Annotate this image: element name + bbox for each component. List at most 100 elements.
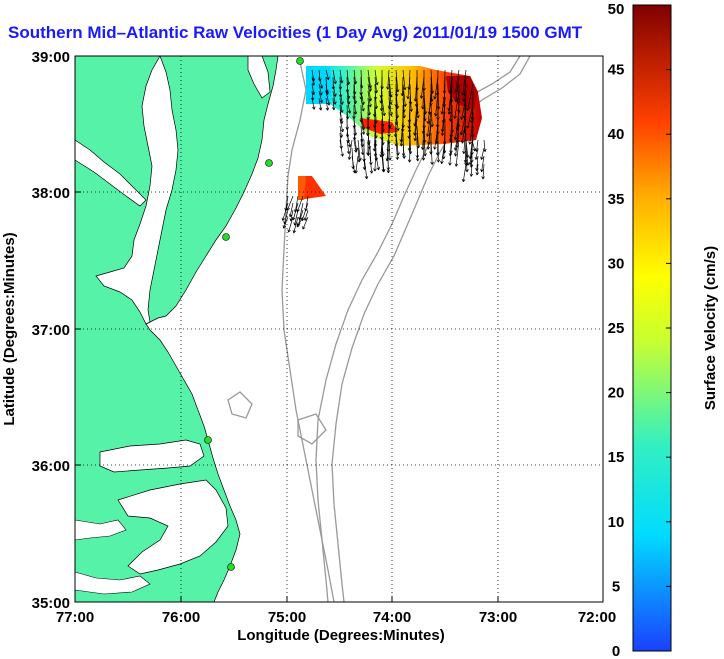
- chesapeake-bay: [95, 56, 179, 325]
- velocity-arrow: [448, 139, 453, 166]
- colorbar-tick-label: 50: [608, 1, 625, 18]
- velocity-arrow: [419, 76, 425, 99]
- velocity-arrow: [375, 155, 380, 171]
- velocity-arrow: [475, 163, 479, 176]
- colorbar-tick-label: 40: [608, 126, 625, 143]
- velocity-arrow: [287, 216, 294, 233]
- velocity-arrow: [453, 111, 460, 141]
- velocity-arrow: [447, 90, 453, 115]
- velocity-arrow: [454, 76, 460, 103]
- velocity-arrow: [434, 90, 439, 117]
- velocity-arrow: [433, 125, 439, 150]
- velocity-arrow: [318, 76, 324, 89]
- velocity-arrow: [346, 97, 352, 114]
- velocity-arrow: [471, 139, 477, 152]
- velocity-arrow: [366, 139, 371, 156]
- colorbar-tick-label: 5: [612, 578, 620, 595]
- radar-site-marker: [204, 436, 212, 444]
- velocity-arrow: [301, 202, 309, 222]
- neuse-river: [75, 571, 151, 595]
- velocity-arrow: [426, 125, 432, 150]
- velocity-arrow: [436, 139, 441, 163]
- velocity-arrow: [325, 69, 330, 80]
- velocity-arrow: [461, 69, 467, 96]
- colorbar-tick-label: 30: [608, 255, 625, 272]
- velocity-arrow: [461, 163, 467, 183]
- velocity-arrow: [407, 139, 412, 163]
- x-tick-label: 75:00: [268, 609, 306, 626]
- velocity-arrow: [363, 155, 369, 180]
- velocity-arrow: [339, 69, 344, 84]
- velocity-arrow: [415, 139, 420, 162]
- velocity-arrow: [360, 97, 365, 112]
- velocity-arrow: [292, 202, 299, 221]
- velocity-arrow: [468, 118, 474, 145]
- y-tick-label: 35:00: [32, 595, 70, 612]
- velocity-arrow: [346, 132, 352, 148]
- velocity-arrow: [369, 155, 374, 174]
- velocity-arrow: [325, 97, 330, 111]
- y-tick-label: 38:00: [32, 185, 70, 202]
- velocity-arrow: [347, 139, 353, 160]
- x-tick-label: 74:00: [373, 609, 411, 626]
- velocity-arrow: [339, 139, 344, 157]
- pamlico-sound: [117, 479, 229, 575]
- velocity-arrow: [453, 90, 460, 119]
- velocity-vectors: [281, 69, 487, 234]
- radar-sites: [204, 57, 304, 571]
- velocity-arrow: [373, 147, 377, 172]
- velocity-arrow: [292, 216, 299, 234]
- velocity-arrow: [406, 76, 411, 100]
- velocity-arrow: [311, 97, 316, 110]
- colorbar-tick-label: 35: [608, 191, 625, 208]
- velocity-arrow: [354, 155, 359, 174]
- velocity-arrow: [281, 202, 289, 221]
- colorbar-tick-label: 20: [608, 385, 625, 402]
- x-tick-label: 72:00: [578, 609, 616, 626]
- velocity-arrow: [302, 216, 309, 230]
- velocity-arrow: [331, 97, 336, 111]
- velocity-arrow: [440, 90, 446, 115]
- velocity-arrow: [296, 195, 304, 213]
- velocity-arrow: [395, 111, 400, 131]
- velocity-arrow: [386, 155, 391, 174]
- velocity-arrow: [381, 97, 386, 117]
- y-tick-label: 39:00: [32, 49, 70, 66]
- velocity-arrow: [460, 111, 467, 136]
- velocity-arrow: [332, 90, 337, 105]
- x-tick-label: 76:00: [162, 609, 200, 626]
- x-axis-label: Longitude (Degrees:Minutes): [237, 627, 445, 644]
- tick-marks: [74, 55, 604, 603]
- velocity-arrow: [466, 104, 474, 129]
- pamlico-river: [75, 519, 127, 541]
- map-title: Southern Mid–Atlantic Raw Velocities (1 …: [8, 23, 583, 42]
- albemarle-sound: [99, 439, 205, 473]
- velocity-arrow: [462, 76, 467, 102]
- velocity-arrow: [465, 155, 469, 173]
- velocity-arrow: [460, 97, 467, 120]
- radar-site-marker: [265, 159, 273, 167]
- velocity-arrow: [426, 111, 432, 137]
- velocity-arrow: [433, 76, 439, 100]
- colorbar-tick-label: 0: [612, 643, 620, 659]
- colorbar-tick-label: 10: [608, 514, 625, 531]
- velocity-arrow: [480, 155, 485, 173]
- radar-site-marker: [227, 563, 235, 571]
- colorbar-tick-label: 45: [608, 62, 625, 79]
- colorbar-tick-label: 15: [608, 449, 625, 466]
- y-axis-label: Latitude (Degrees:Minutes): [1, 232, 18, 425]
- velocity-arrow: [440, 139, 446, 164]
- velocity-arrow: [360, 118, 366, 135]
- colorbar-tick-label: 25: [608, 320, 625, 337]
- velocity-arrow: [388, 139, 392, 161]
- potomac-river: [75, 139, 147, 207]
- radar-site-marker: [222, 233, 230, 241]
- velocity-arrow: [469, 163, 474, 177]
- velocity-arrow: [421, 139, 426, 161]
- velocity-arrow: [318, 97, 323, 111]
- velocity-arrow: [388, 97, 393, 117]
- velocity-arrow: [480, 147, 485, 160]
- velocity-arrow: [454, 139, 460, 167]
- velocity-arrow: [440, 111, 446, 136]
